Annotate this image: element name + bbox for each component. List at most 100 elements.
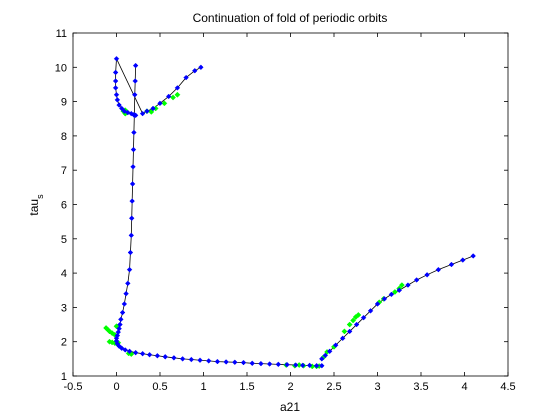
blue-point — [223, 359, 229, 365]
blue-point — [144, 108, 150, 114]
blue-point — [131, 129, 137, 136]
blue-point — [232, 359, 238, 366]
x-tick-label: 2 — [287, 381, 293, 393]
blue-point — [118, 316, 124, 323]
blue-point — [116, 343, 122, 349]
blue-point — [266, 361, 273, 367]
chart-title: Continuation of fold of periodic orbits — [193, 11, 388, 25]
blue-point — [240, 359, 247, 366]
blue-point — [367, 308, 374, 314]
y-axis-label: taus — [27, 194, 45, 216]
blue-point — [112, 85, 119, 91]
blue-point — [360, 314, 367, 321]
blue-point — [205, 358, 212, 364]
blue-point — [132, 62, 139, 69]
blue-point — [179, 356, 186, 362]
x-tick-label: 0 — [113, 381, 119, 393]
blue-point — [381, 296, 388, 302]
green-point — [346, 321, 353, 328]
x-tick-label: 3 — [374, 381, 380, 393]
blue-point — [112, 69, 119, 76]
blue-point — [174, 85, 181, 91]
blue-point — [132, 349, 139, 356]
blue-point — [346, 328, 353, 335]
blue-point — [214, 358, 221, 365]
blue-point — [126, 348, 133, 355]
blue-point — [128, 215, 135, 221]
x-tick-label: 4 — [461, 381, 467, 393]
blue-point — [125, 280, 131, 287]
blue-point — [339, 335, 346, 342]
blue-point — [121, 301, 128, 307]
x-tick-label: 3.5 — [413, 381, 428, 393]
blue-point — [322, 352, 329, 359]
blue-point — [192, 67, 198, 74]
blue-point — [306, 362, 313, 369]
green-point — [391, 289, 398, 295]
blue-point — [119, 309, 126, 316]
blue-point — [275, 361, 282, 368]
x-tick-label: -0.5 — [64, 381, 83, 393]
blue-point — [188, 356, 195, 363]
y-tick-label: 7 — [61, 165, 67, 177]
blue-point — [113, 55, 120, 62]
x-tick-label: 1.5 — [239, 381, 254, 393]
blue-point — [332, 342, 339, 348]
blue-point — [127, 249, 134, 256]
blue-point — [405, 282, 411, 288]
blue-point — [460, 257, 466, 263]
blue-point — [470, 253, 476, 259]
green-point — [106, 328, 113, 335]
blue-point — [388, 291, 395, 298]
y-tick-label: 2 — [61, 337, 67, 349]
green-point — [355, 311, 362, 318]
green-point — [174, 91, 181, 98]
x-axis-ticks: -0.5 0 0.5 1 1.5 2 2.5 3 3.5 4 4.5 — [64, 33, 516, 393]
blue-point — [284, 361, 290, 368]
x-tick-label: 2.5 — [326, 381, 341, 393]
blue-point — [146, 351, 153, 358]
y-axis-ticks: 1 2 3 4 5 6 7 8 9 10 11 — [55, 28, 508, 383]
blue-point — [126, 266, 133, 273]
blue-point — [319, 356, 325, 362]
blue-point — [116, 102, 122, 108]
blue-point — [123, 290, 129, 297]
green-point — [161, 100, 168, 107]
blue-markers — [112, 55, 476, 369]
blue-point — [129, 181, 136, 187]
y-axis-label-main: tau — [27, 199, 41, 216]
y-tick-label: 8 — [61, 131, 67, 143]
y-tick-label: 5 — [61, 234, 67, 246]
blue-point — [326, 348, 333, 355]
blue-point — [118, 345, 125, 351]
blue-point — [424, 272, 430, 278]
blue-point — [114, 97, 121, 103]
y-tick-label: 9 — [61, 97, 67, 109]
x-tick-label: 1 — [200, 381, 206, 393]
blue-point — [249, 360, 255, 367]
green-point — [398, 282, 405, 289]
y-tick-label: 6 — [61, 200, 67, 212]
blue-point — [112, 78, 119, 84]
blue-point — [165, 93, 172, 100]
x-tick-label: 4.5 — [500, 381, 515, 393]
blue-point — [113, 91, 120, 98]
blue-point — [162, 354, 168, 360]
y-tick-label: 11 — [56, 28, 67, 40]
blue-point — [139, 350, 146, 357]
green-point — [170, 94, 177, 101]
blue-point — [374, 301, 381, 307]
blue-point — [258, 360, 264, 367]
y-tick-label: 10 — [55, 62, 67, 74]
blue-point — [132, 78, 138, 84]
x-tick-label: 0.5 — [152, 381, 167, 393]
blue-point — [353, 321, 360, 328]
blue-point — [313, 362, 320, 369]
y-tick-label: 3 — [61, 302, 67, 314]
blue-point — [118, 105, 125, 112]
blue-point — [413, 277, 420, 283]
blue-point — [130, 164, 136, 170]
blue-point — [121, 108, 128, 114]
blue-point — [299, 362, 306, 369]
